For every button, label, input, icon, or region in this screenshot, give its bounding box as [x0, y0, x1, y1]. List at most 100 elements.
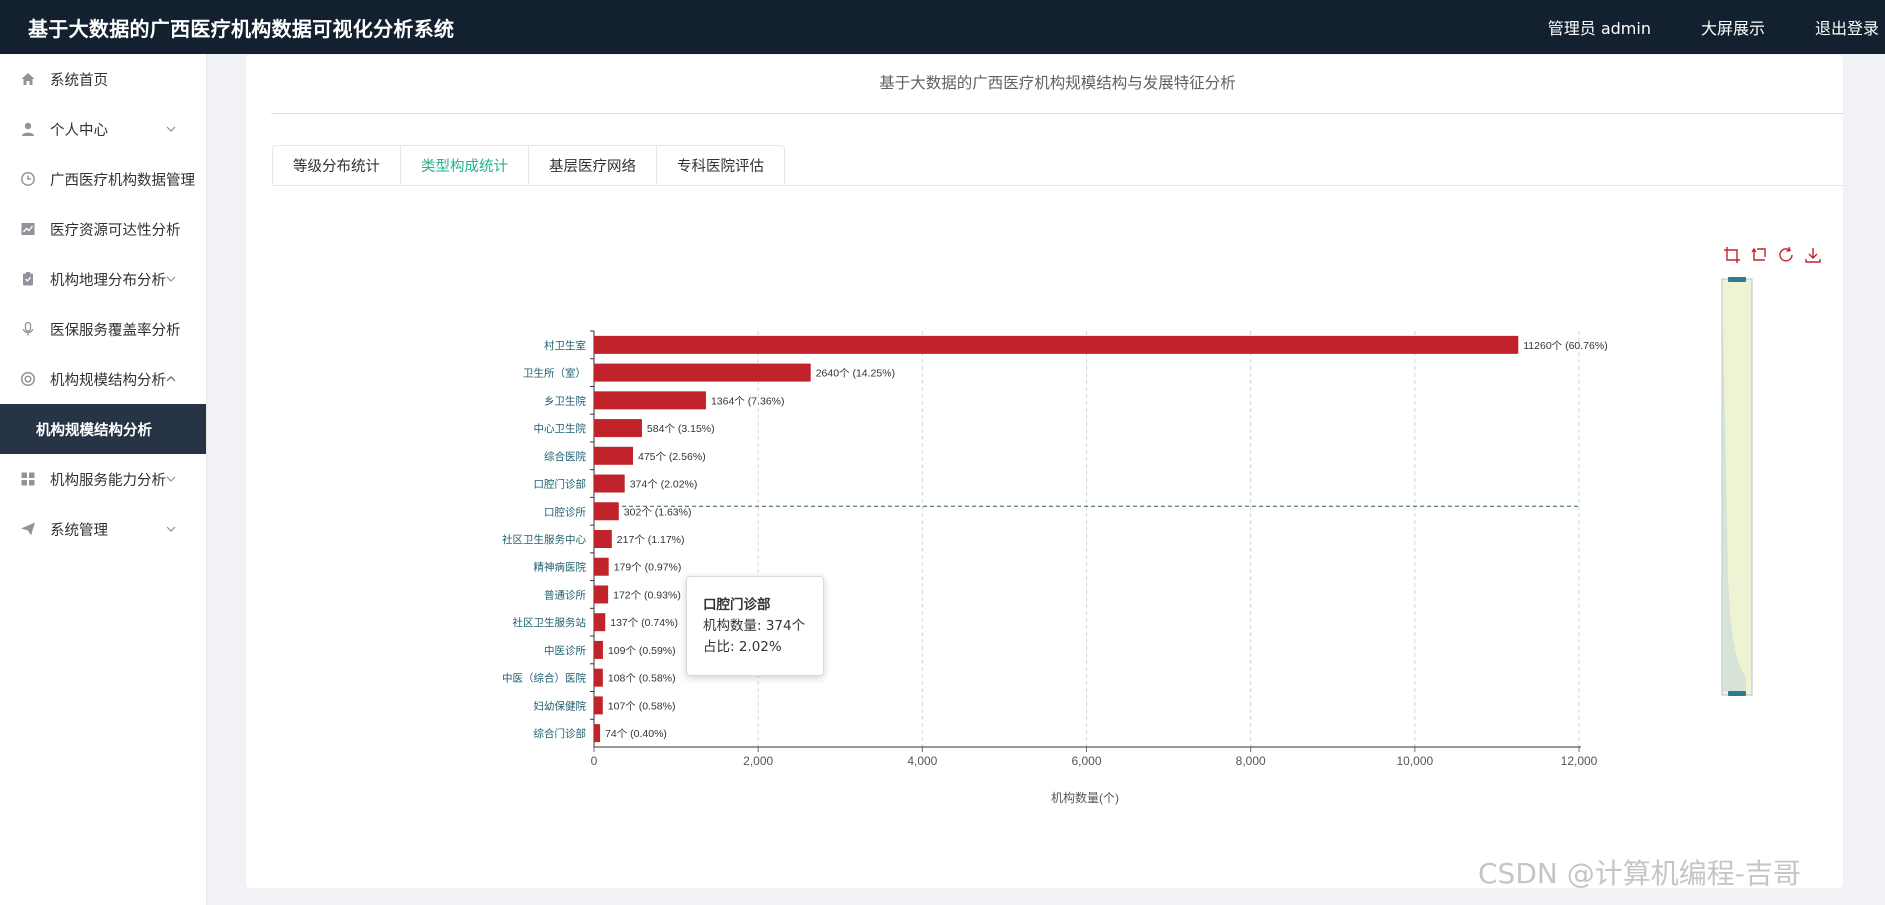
zoom-select-icon[interactable] [1722, 245, 1742, 265]
divider [271, 113, 1844, 114]
sidebar-item-label: 机构地理分布分析 [50, 272, 166, 289]
chevron-down-icon [166, 476, 176, 482]
tab-type-composition[interactable]: 类型构成统计 [400, 145, 528, 186]
grid-icon [20, 471, 36, 487]
sidebar-item-scale-structure[interactable]: 机构规模结构分析 [0, 354, 206, 404]
x-tick-label: 2,000 [743, 754, 773, 768]
sidebar-item-system-admin[interactable]: 系统管理 [0, 504, 206, 554]
line-chart-icon [20, 221, 36, 237]
x-tick-label: 10,000 [1396, 754, 1433, 768]
category-label: 精神病医院 [534, 561, 587, 574]
sidebar-item-label: 系统首页 [50, 72, 108, 89]
category-label: 普通诊所 [544, 588, 586, 601]
datazoom-handle-bottom[interactable] [1728, 691, 1746, 696]
bar[interactable] [594, 613, 606, 632]
category-label: 社区卫生服务站 [513, 616, 587, 629]
bar[interactable] [594, 502, 619, 521]
bar[interactable] [594, 696, 603, 715]
sidebar-item-accessibility[interactable]: 医疗资源可达性分析 [0, 204, 206, 254]
tab-bar: 等级分布统计 类型构成统计 基层医疗网络 专科医院评估 [272, 145, 785, 186]
category-label: 中心卫生院 [534, 422, 587, 435]
category-label: 村卫生室 [544, 339, 586, 352]
data-label: 584个 (3.15%) [647, 423, 715, 435]
sidebar-item-data-management[interactable]: 广西医疗机构数据管理 [0, 154, 206, 204]
bar[interactable] [594, 335, 1519, 354]
datazoom-shadow [1722, 295, 1746, 691]
bar[interactable] [594, 391, 706, 410]
zoom-reset-icon[interactable] [1749, 245, 1769, 265]
bar[interactable] [594, 724, 601, 743]
data-label: 302个 (1.63%) [624, 506, 692, 518]
lifebuoy-icon [20, 371, 36, 387]
user-icon [20, 121, 36, 137]
category-label: 社区卫生服务中心 [502, 533, 586, 546]
sidebar-item-home[interactable]: 系统首页 [0, 54, 206, 104]
data-label: 11260个 (60.76%) [1523, 340, 1607, 352]
sidebar-item-label: 系统管理 [50, 522, 108, 539]
x-tick-label: 0 [591, 754, 598, 768]
bar[interactable] [594, 419, 642, 438]
data-label: 172个 (0.93%) [613, 589, 681, 601]
datazoom-handle-top[interactable] [1728, 277, 1746, 282]
user-menu[interactable]: 管理员 admin [1547, 19, 1651, 38]
data-label: 217个 (1.17%) [617, 534, 685, 546]
data-label: 109个 (0.59%) [608, 645, 676, 657]
chevron-down-icon [166, 276, 176, 282]
top-bar: 基于大数据的广西医疗机构数据可视化分析系统 管理员 admin 大屏展示 退出登… [0, 0, 1885, 54]
send-icon [20, 521, 36, 537]
data-label: 74个 (0.40%) [605, 728, 667, 740]
bar[interactable] [594, 668, 603, 687]
bar[interactable] [594, 363, 811, 382]
bar[interactable] [594, 474, 625, 493]
sidebar: 系统首页 个人中心 广西医疗机构数据管理 医疗资源可达性分析 机构地理分布分析 … [0, 54, 207, 905]
bar-chart: 机构数量(个) 0 2,000 4,000 6,000 8,000 10,000 12,00… [502, 277, 1753, 805]
data-label: 107个 (0.58%) [608, 700, 676, 712]
category-label: 妇幼保健院 [534, 699, 587, 712]
sidebar-item-insurance-coverage[interactable]: 医保服务覆盖率分析 [0, 304, 206, 354]
data-label: 475个 (2.56%) [638, 451, 706, 463]
big-screen-link[interactable]: 大屏展示 [1700, 19, 1765, 38]
data-label: 374个 (2.02%) [630, 479, 698, 491]
tab-grade-distribution[interactable]: 等级分布统计 [272, 145, 400, 186]
refresh-icon[interactable] [1776, 245, 1796, 265]
sidebar-item-geo-distribution[interactable]: 机构地理分布分析 [0, 254, 206, 304]
x-tick-label: 12,000 [1561, 754, 1598, 768]
category-label: 中医诊所 [544, 644, 586, 657]
sidebar-item-label: 机构规模结构分析 [50, 372, 166, 389]
sidebar-item-label: 医保服务覆盖率分析 [50, 322, 181, 339]
category-label: 乡卫生院 [544, 394, 586, 407]
page-title: 基于大数据的广西医疗机构规模结构与发展特征分析 [879, 74, 1236, 92]
x-axis-label: 机构数量(个) [1051, 790, 1119, 805]
microphone-icon [20, 321, 36, 337]
x-tick-label: 4,000 [907, 754, 937, 768]
bar[interactable] [594, 530, 612, 548]
sidebar-item-label: 广西医疗机构数据管理 [50, 172, 195, 189]
content-card: 基于大数据的广西医疗机构规模结构与发展特征分析 等级分布统计 类型构成统计 基层… [246, 55, 1844, 888]
bar[interactable] [594, 446, 633, 465]
chevron-down-icon [166, 526, 176, 532]
sidebar-subitem-scale-structure[interactable]: 机构规模结构分析 [0, 404, 206, 454]
tabs-divider [272, 185, 1844, 186]
data-label: 1364个 (7.36%) [711, 395, 785, 407]
sidebar-item-label: 医疗资源可达性分析 [50, 222, 181, 239]
bar[interactable] [594, 640, 603, 659]
category-label: 综合医院 [544, 450, 586, 463]
bar[interactable] [594, 557, 609, 576]
chevron-up-icon [166, 376, 176, 382]
data-label: 2640个 (14.25%) [816, 368, 895, 380]
tooltip-ratio: 占比: 2.02% [703, 639, 782, 655]
bar[interactable] [594, 585, 609, 604]
watermark: CSDN @计算机编程-吉哥 [1478, 857, 1801, 890]
chart-tooltip: 口腔门诊部 机构数量: 374个 占比: 2.02% [686, 576, 824, 676]
sidebar-item-profile[interactable]: 个人中心 [0, 104, 206, 154]
tooltip-count: 机构数量: 374个 [703, 618, 806, 634]
category-label: 口腔门诊部 [534, 478, 587, 491]
clipboard-icon [20, 271, 36, 287]
sidebar-item-service-capacity[interactable]: 机构服务能力分析 [0, 454, 206, 504]
data-label: 137个 (0.74%) [610, 617, 678, 629]
download-icon[interactable] [1803, 245, 1823, 265]
category-label: 卫生所（室） [523, 367, 586, 380]
chevron-down-icon [166, 126, 176, 132]
logout-link[interactable]: 退出登录 [1814, 19, 1879, 38]
sidebar-item-label: 机构服务能力分析 [50, 472, 166, 489]
